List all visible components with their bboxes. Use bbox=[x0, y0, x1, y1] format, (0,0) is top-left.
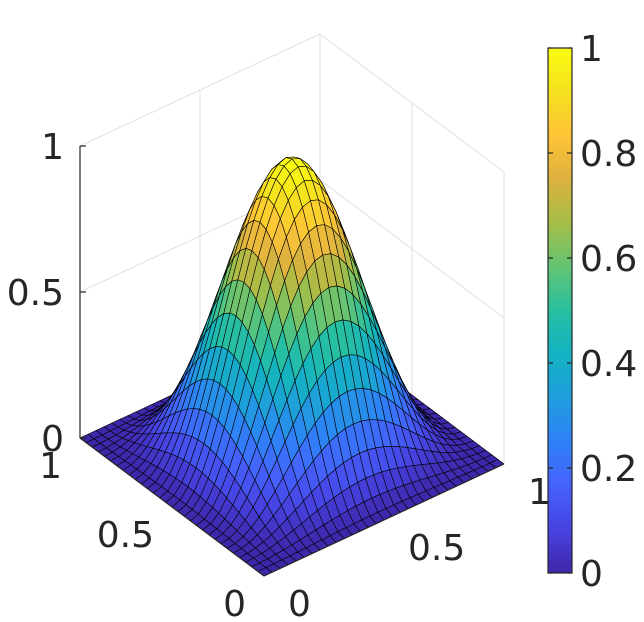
colorbar-bar bbox=[547, 47, 573, 574]
colorbar-tick-label: 0 bbox=[580, 554, 603, 595]
gridline-z-back-wall bbox=[79, 33, 321, 147]
z-tick-label: 0 bbox=[41, 419, 64, 460]
x-tick-label: 1 bbox=[528, 472, 551, 513]
surface-mesh bbox=[79, 156, 505, 577]
z-tick-label: 1 bbox=[41, 127, 64, 168]
colorbar-tick-label: 0.2 bbox=[580, 449, 637, 490]
gridline-z-side-wall bbox=[319, 33, 505, 173]
colorbar: 0 0.2 0.4 0.6 0.8 1 bbox=[547, 29, 637, 595]
x-tick-label: 0.5 bbox=[408, 528, 465, 569]
z-tick-label: 0.5 bbox=[7, 273, 64, 314]
x-axis-line bbox=[263, 463, 505, 577]
axes-box bbox=[79, 145, 505, 577]
y-tick-label: 0.5 bbox=[97, 515, 154, 556]
x-tick-label: 0 bbox=[288, 584, 311, 622]
y-tick-label: 1 bbox=[39, 446, 62, 487]
y-tick-label: 0 bbox=[223, 584, 246, 622]
colorbar-tick-label: 0.8 bbox=[580, 134, 637, 175]
colorbar-tick-label: 0.4 bbox=[580, 344, 637, 385]
colorbar-tick-label: 1 bbox=[580, 29, 603, 70]
gridline-z-side-wall bbox=[319, 179, 505, 319]
y-axis-line bbox=[79, 437, 265, 577]
colorbar-tick-label: 0.6 bbox=[580, 239, 637, 280]
